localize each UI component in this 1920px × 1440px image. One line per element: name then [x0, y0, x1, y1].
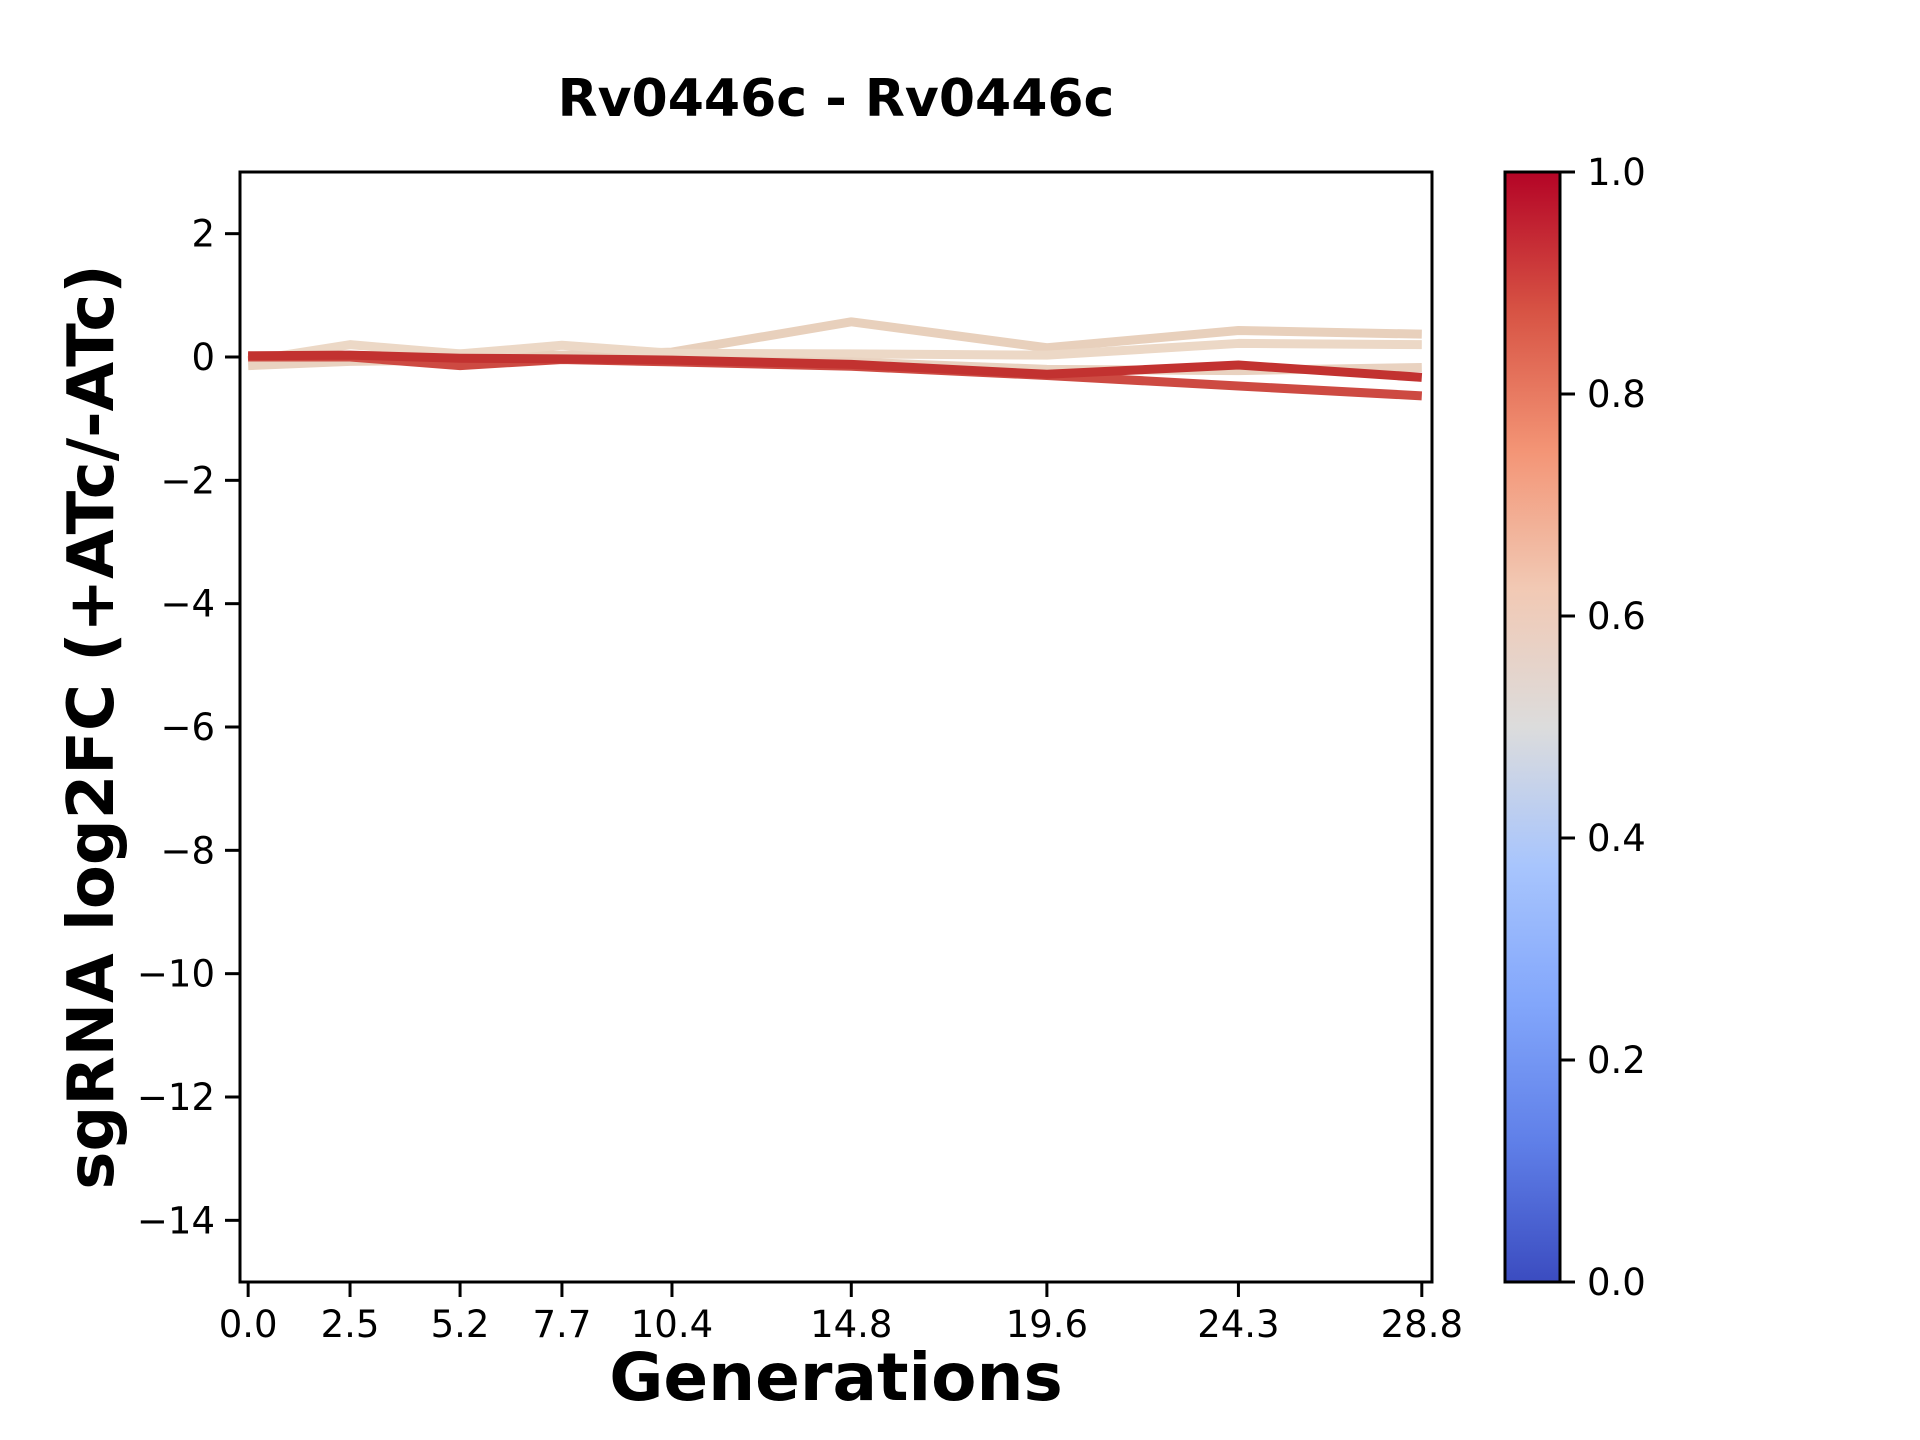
colorbar-gradient — [1505, 172, 1560, 1282]
colorbar-tick-label: 0.2 — [1587, 1039, 1646, 1082]
x-tick-label: 19.6 — [1006, 1303, 1088, 1346]
x-tick-label: 7.7 — [533, 1303, 592, 1346]
x-tick-label: 5.2 — [431, 1303, 490, 1346]
colorbar-border — [1503, 170, 1562, 1284]
series-line-5 — [248, 350, 1423, 382]
x-tick-label: 2.5 — [321, 1303, 380, 1346]
y-tick-label: −10 — [137, 953, 215, 996]
plot-border — [238, 170, 1434, 1284]
x-tick-label: 0.0 — [219, 1303, 278, 1346]
x-tick-label: 24.3 — [1197, 1303, 1279, 1346]
y-tick-label: −8 — [160, 829, 215, 872]
y-tick-label: −4 — [160, 583, 215, 626]
y-tick-label: −6 — [160, 706, 215, 749]
y-tick-label: −2 — [160, 459, 215, 502]
colorbar-tick-label: 0.0 — [1587, 1261, 1646, 1304]
x-tick-label: 10.4 — [631, 1303, 713, 1346]
colorbar-tick-label: 0.6 — [1587, 595, 1646, 638]
y-tick-label: −14 — [137, 1199, 215, 1242]
y-axis-label: sgRNA log2FC (+ATc/-ATc) — [55, 264, 129, 1190]
colorbar-tick-label: 0.4 — [1587, 817, 1646, 860]
x-axis-label: Generations — [609, 1339, 1063, 1416]
x-tick-label: 28.8 — [1381, 1303, 1463, 1346]
colorbar-tick-label: 1.0 — [1587, 151, 1646, 194]
colorbar-tick-label: 0.8 — [1587, 373, 1646, 416]
series-line-2 — [247, 338, 1422, 366]
chart-title: Rv0446c - Rv0446c — [557, 69, 1115, 129]
y-tick-label: 2 — [191, 213, 215, 256]
x-tick-label: 14.8 — [810, 1303, 892, 1346]
y-tick-label: 0 — [191, 336, 215, 379]
y-tick-label: −12 — [137, 1076, 215, 1119]
